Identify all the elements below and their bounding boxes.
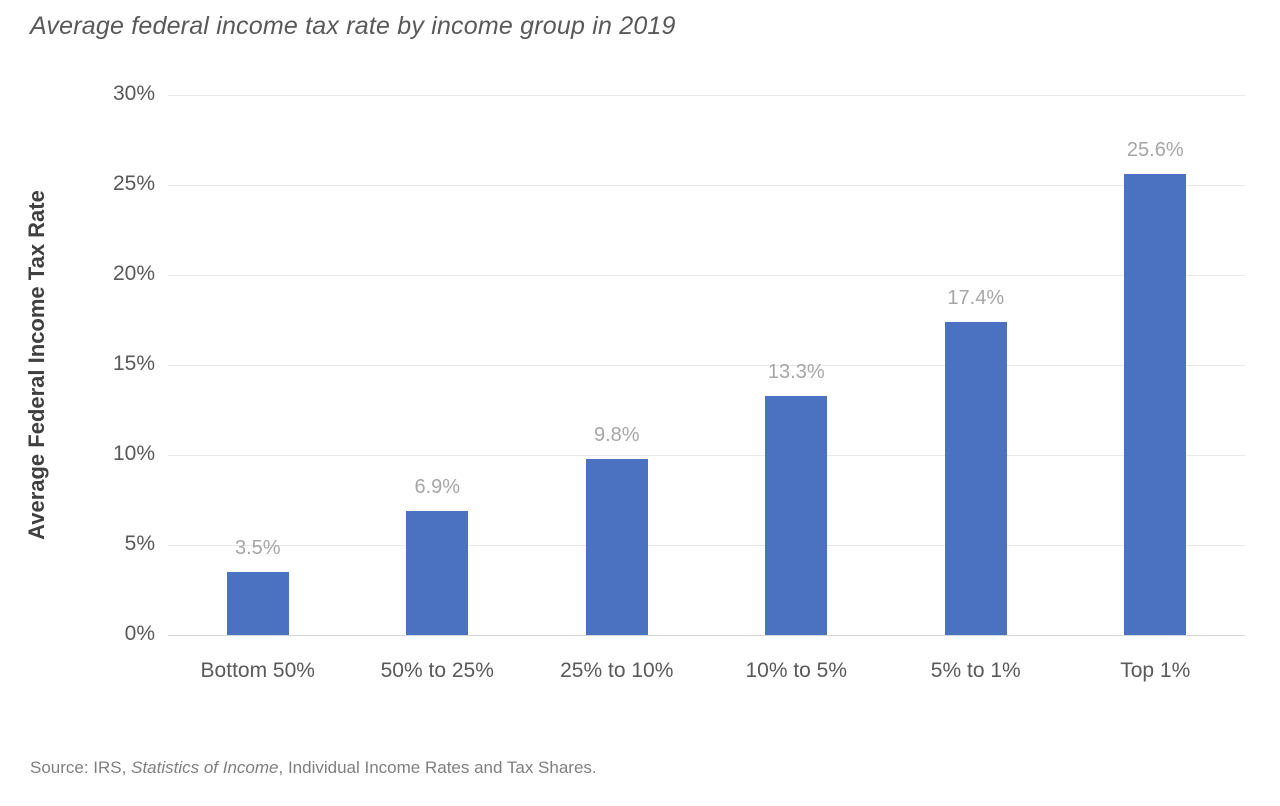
y-tick-label-5%: 5%: [124, 532, 155, 555]
x-category-label-2: 50% to 25%: [380, 659, 494, 682]
y-tick-label-20%: 20%: [112, 262, 155, 285]
source-prefix: Source: IRS,: [30, 758, 132, 777]
bar-column-1: 3.5% Bottom 50%: [168, 95, 348, 682]
x-category-label-1: Bottom 50%: [200, 659, 315, 682]
bar-3: [585, 458, 648, 635]
y-tick-label-15%: 15%: [112, 352, 155, 375]
bar-column-3: 9.8% 25% to 10%: [527, 95, 707, 682]
source-suffix: , Individual Income Rates and Tax Shares…: [278, 758, 597, 777]
gridline-5%: [168, 544, 1245, 546]
bar-5: [944, 321, 1007, 635]
gridline-30%: [168, 94, 1245, 96]
gridline-20%: [168, 274, 1245, 276]
bar-column-2: 6.9% 50% to 25%: [348, 95, 528, 682]
x-category-label-5: 5% to 1%: [930, 659, 1021, 682]
bar-value-label-6: 25.6%: [1126, 139, 1184, 162]
bar-column-4: 13.3% 10% to 5%: [707, 95, 887, 682]
bar-6: [1124, 174, 1187, 635]
x-category-label-6: Top 1%: [1120, 659, 1191, 682]
source-note: Source: IRS, Statistics of Income, Indiv…: [30, 758, 597, 778]
bar-value-label-3: 9.8%: [593, 423, 640, 446]
y-tick-label-25%: 25%: [112, 172, 155, 195]
gridline-15%: [168, 364, 1245, 366]
bar-column-6: 25.6% Top 1%: [1066, 95, 1246, 682]
x-category-label-3: 25% to 10%: [560, 659, 674, 682]
y-axis-title: Average Federal Income Tax Rate: [24, 190, 49, 540]
bar-value-label-5: 17.4%: [947, 286, 1005, 309]
bar-column-5: 17.4% 5% to 1%: [886, 95, 1066, 682]
source-publication: Statistics of Income: [131, 758, 279, 777]
chart-title: Average federal income tax rate by incom…: [30, 12, 676, 40]
bar-value-label-1: 3.5%: [234, 537, 281, 559]
y-tick-label-10%: 10%: [112, 442, 155, 465]
x-axis-line: [168, 634, 1245, 636]
bar-value-label-4: 13.3%: [767, 360, 825, 383]
gridline-10%: [168, 454, 1245, 456]
x-category-label-4: 10% to 5%: [745, 659, 848, 682]
plot-area: 3.5% Bottom 50% 6.9% 50% to 25% 9.8% 25% to 1…: [168, 94, 1246, 682]
y-tick-label-30%: 30%: [112, 82, 155, 105]
bar-value-label-2: 6.9%: [414, 475, 461, 498]
bar-1: [226, 572, 289, 635]
bar-2: [406, 510, 469, 635]
gridline-25%: [168, 184, 1245, 186]
y-tick-label-0%: 0%: [124, 622, 155, 645]
bar-4: [765, 395, 828, 635]
